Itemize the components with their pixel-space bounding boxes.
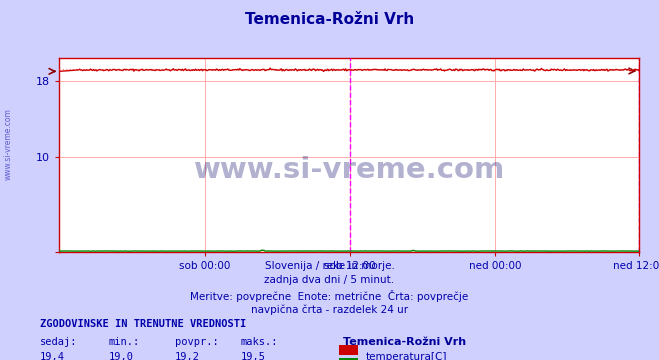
Text: povpr.:: povpr.: (175, 337, 218, 347)
Text: ZGODOVINSKE IN TRENUTNE VREDNOSTI: ZGODOVINSKE IN TRENUTNE VREDNOSTI (40, 319, 246, 329)
Text: Slovenija / reke in morje.: Slovenija / reke in morje. (264, 261, 395, 271)
Text: Temenica-Rožni Vrh: Temenica-Rožni Vrh (245, 12, 414, 27)
Text: navpična črta - razdelek 24 ur: navpična črta - razdelek 24 ur (251, 304, 408, 315)
Text: min.:: min.: (109, 337, 140, 347)
Text: maks.:: maks.: (241, 337, 278, 347)
Text: 19,2: 19,2 (175, 352, 200, 360)
Text: temperatura[C]: temperatura[C] (366, 352, 447, 360)
Text: www.si-vreme.com: www.si-vreme.com (4, 108, 13, 180)
Text: 19,5: 19,5 (241, 352, 266, 360)
Text: sedaj:: sedaj: (40, 337, 77, 347)
Text: zadnja dva dni / 5 minut.: zadnja dva dni / 5 minut. (264, 275, 395, 285)
Text: Temenica-Rožni Vrh: Temenica-Rožni Vrh (343, 337, 466, 347)
Text: 19,0: 19,0 (109, 352, 134, 360)
Text: 19,4: 19,4 (40, 352, 65, 360)
Text: www.si-vreme.com: www.si-vreme.com (194, 156, 505, 184)
Text: Meritve: povprečne  Enote: metrične  Črta: povprečje: Meritve: povprečne Enote: metrične Črta:… (190, 290, 469, 302)
